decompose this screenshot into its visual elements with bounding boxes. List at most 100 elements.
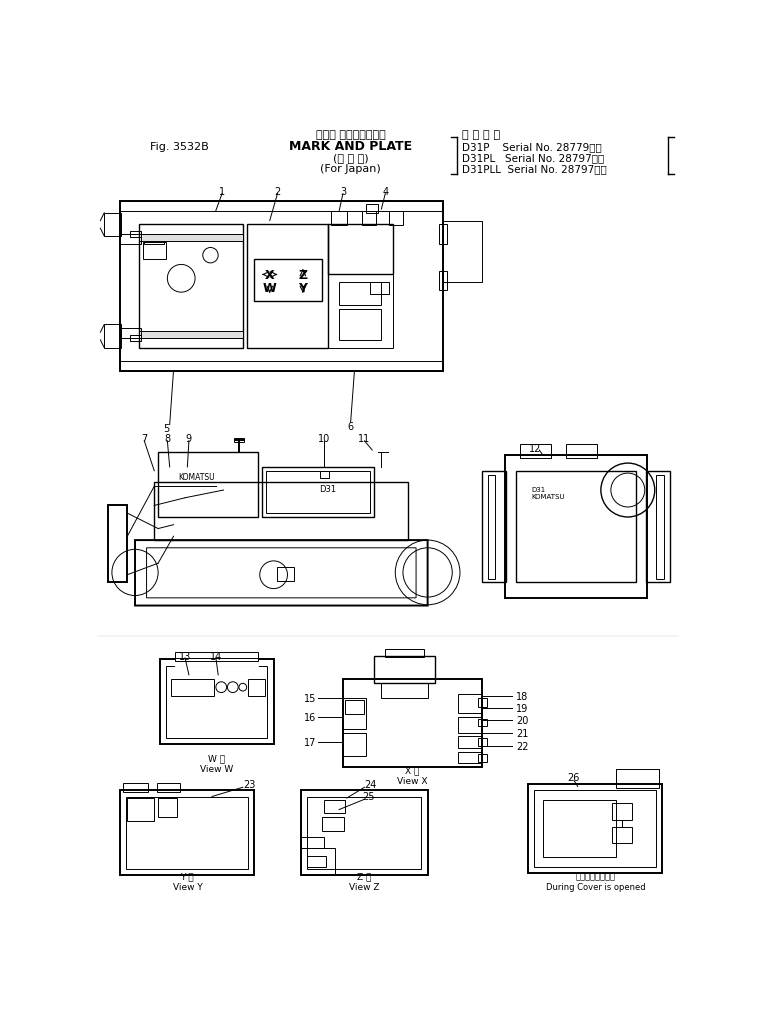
Text: 26: 26 [568,772,580,783]
Bar [459,752,481,763]
Bar [478,719,487,727]
Bar [528,785,662,872]
Bar [459,695,481,714]
Bar [160,660,273,744]
Bar [370,283,389,294]
Bar [171,679,213,696]
Bar [120,202,443,371]
Bar [120,791,254,876]
Bar [343,679,481,767]
Text: Y 矢
View Y: Y 矢 View Y [173,871,202,891]
Text: Y: Y [298,282,307,295]
Text: D31: D31 [319,484,336,493]
Bar [488,475,495,579]
Text: 23: 23 [243,779,255,790]
Bar [143,243,166,260]
Text: 24: 24 [364,779,377,790]
Bar [120,202,443,211]
Bar [520,445,551,458]
Bar [322,818,344,831]
Bar [127,799,154,821]
Bar [154,483,408,541]
Bar [443,221,481,283]
Bar [301,837,324,848]
Bar [328,275,393,348]
Bar [301,848,335,876]
Bar [459,737,481,748]
Text: 25: 25 [362,792,375,802]
Bar [324,800,345,814]
Text: (国 内 向): (国 内 向) [333,154,369,163]
Bar [478,699,487,708]
Text: 20: 20 [516,715,528,725]
Text: 連続カバー開放時
During Cover is opened: 連続カバー開放時 During Cover is opened [546,871,645,891]
Bar [612,827,631,843]
Text: D31PLL  Serial No. 28797～）: D31PLL Serial No. 28797～） [463,164,607,174]
Bar [266,471,370,514]
Bar [129,336,141,342]
Bar [382,682,428,699]
Bar [120,362,443,371]
Bar [656,475,664,579]
Text: 8: 8 [164,434,170,443]
Bar [616,769,659,789]
Text: 21: 21 [516,728,528,738]
Text: 12: 12 [529,443,541,453]
Bar [120,236,141,245]
Bar [543,800,616,857]
Bar [157,783,179,792]
Text: 17: 17 [304,737,316,747]
Text: 5: 5 [163,424,169,434]
Bar [126,797,248,869]
Bar [120,329,141,339]
Text: 22: 22 [516,742,528,752]
Text: MARK AND PLATE: MARK AND PLATE [289,141,412,154]
Bar [139,332,243,339]
Text: (For Japan): (For Japan) [320,164,381,174]
Bar [362,212,376,225]
Bar [158,452,258,518]
Text: 適 用 号 機: 適 用 号 機 [463,130,500,141]
Text: 9: 9 [186,434,192,443]
Text: Fig. 3532B: Fig. 3532B [151,142,209,152]
Bar [175,652,258,661]
Text: 14: 14 [210,651,222,661]
Bar [328,225,393,275]
Text: 3: 3 [340,187,346,197]
Bar [247,225,328,348]
Bar [646,471,670,583]
Bar [139,236,243,242]
Bar [332,212,347,225]
Bar [339,283,382,306]
Text: 11: 11 [358,434,371,443]
Bar [301,791,428,876]
Bar [481,471,506,583]
Bar [262,467,374,518]
Bar [307,856,326,867]
Text: X: X [265,269,275,282]
Bar [478,754,487,762]
Bar [385,650,424,657]
Text: 19: 19 [516,704,528,713]
Bar [104,213,121,237]
Text: D31P    Serial No. 28779～）: D31P Serial No. 28779～） [463,142,602,152]
Bar [158,799,177,818]
Text: 1: 1 [219,187,225,197]
Bar [248,679,265,696]
Text: 7: 7 [141,434,148,443]
Bar [343,699,366,729]
Bar [104,326,121,348]
Text: D31
KOMATSU: D31 KOMATSU [531,486,565,499]
Bar [566,445,597,458]
Text: 6: 6 [347,422,354,432]
Text: Z 矢
View Z: Z 矢 View Z [349,871,380,891]
Bar [278,567,294,581]
Bar [459,718,481,733]
Bar [389,212,403,225]
Bar [345,701,363,715]
Bar [319,471,329,479]
Bar [145,236,164,245]
Bar [439,225,447,245]
Text: KOMATSU: KOMATSU [179,473,215,482]
Bar [166,666,267,738]
